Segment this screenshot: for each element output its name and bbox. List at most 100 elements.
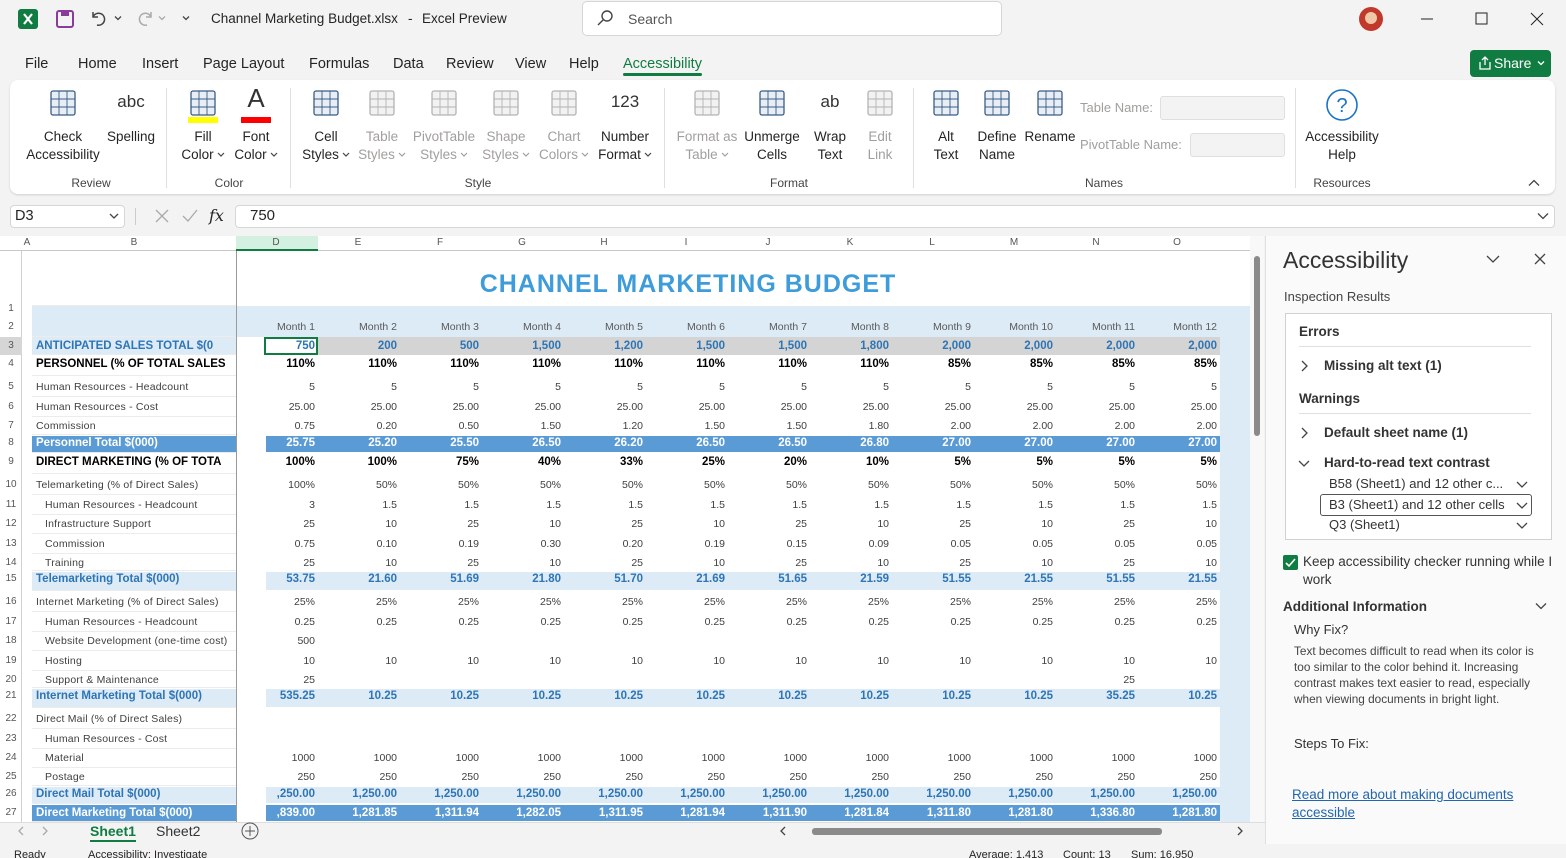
ribbon-button-text[interactable]: Number [600, 129, 649, 144]
ribbon-button-text[interactable]: Styles [358, 147, 395, 162]
ribbon-button-text[interactable]: Name [978, 147, 1015, 162]
menu-tab[interactable]: File [25, 56, 49, 72]
menu-tab[interactable]: Help [569, 56, 599, 72]
ribbon-button-text[interactable]: Alt [938, 129, 954, 144]
ribbon-button-label[interactable]: Styles [384, 145, 504, 165]
ribbon-button-text[interactable]: Define [977, 129, 1017, 144]
sheet-tab[interactable]: Sheet2 [156, 823, 201, 839]
ribbon-button-label[interactable]: PivotTable [384, 127, 504, 147]
ribbon-button-label[interactable]: Alt [886, 127, 1006, 147]
ribbon-button-text[interactable]: Cell [314, 129, 338, 144]
menu-tab[interactable]: Accessibility [623, 56, 702, 72]
search-box[interactable] [582, 1, 1002, 36]
ribbon-button-label[interactable]: Format [565, 145, 685, 165]
ribbon-button-label[interactable]: Unmerge [712, 127, 832, 147]
ribbon-button-label[interactable]: Styles [322, 145, 442, 165]
vertical-scrollbar[interactable] [1250, 236, 1264, 822]
issue-cell[interactable]: Q3 (Sheet1) [1329, 517, 1400, 532]
menu-tab[interactable]: Formulas [309, 56, 370, 72]
menu-tab[interactable]: Home [78, 56, 117, 72]
ribbon-button-label[interactable]: Cell [266, 127, 386, 147]
issue-item[interactable]: Missing alt text (1) [1324, 358, 1442, 373]
keep-running-label[interactable]: Keep accessibility checker running while… [1303, 554, 1553, 587]
ribbon-button-text[interactable]: Color [234, 147, 267, 162]
ribbon-button-text[interactable]: Check [43, 129, 83, 144]
ribbon-button-label[interactable]: Cells [712, 145, 832, 165]
search-placeholder[interactable]: Search [628, 11, 673, 27]
ribbon-button-label[interactable]: Number [565, 127, 685, 147]
ribbon-button-label[interactable]: Wrap [770, 127, 890, 147]
vertical-scroll-thumb[interactable] [1254, 256, 1260, 436]
name-box[interactable] [10, 205, 125, 228]
sheet-tab[interactable]: Sheet1 [90, 823, 136, 839]
help-link[interactable]: Read more about making documents accessi… [1292, 787, 1514, 820]
ribbon-button-label[interactable]: Name [937, 145, 1057, 165]
ribbon-button-label[interactable]: Color [196, 145, 316, 165]
ribbon-button-text[interactable]: Format [598, 147, 641, 162]
ribbon-button-label[interactable]: Chart [504, 127, 624, 147]
ribbon-button-text[interactable]: Fill [194, 129, 212, 144]
issue-cell[interactable]: B3 (Sheet1) and 12 other cells [1329, 496, 1505, 512]
formula-input[interactable] [235, 205, 1555, 228]
share-button[interactable] [1470, 50, 1551, 77]
ribbon-button-label[interactable]: Define [937, 127, 1057, 147]
ribbon-button-label[interactable]: Accessibility [1282, 127, 1402, 147]
ribbon-button-text[interactable]: Color [181, 147, 214, 162]
ribbon-button-label[interactable]: Link [820, 145, 940, 165]
ribbon-button-text[interactable]: PivotTable [412, 129, 476, 144]
ribbon-button-label[interactable]: Fill [143, 127, 263, 147]
ribbon-button-text[interactable]: Text [817, 147, 843, 162]
status-accessibility[interactable]: Accessibility: Investigate [88, 849, 208, 858]
ribbon-button-text[interactable]: Spelling [106, 129, 156, 144]
ribbon-button-text[interactable]: Accessibility [1305, 129, 1379, 144]
ribbon-button-text[interactable]: Styles [482, 147, 519, 162]
ribbon-button-text[interactable]: Unmerge [744, 129, 800, 144]
issue-cell[interactable]: B58 (Sheet1) and 12 other c... [1329, 476, 1504, 491]
ribbon-button-label[interactable]: Styles [266, 145, 386, 165]
function-label[interactable]: fx [209, 206, 224, 225]
ribbon-button-text[interactable]: Text [933, 147, 959, 162]
ribbon-button-label[interactable]: Edit [820, 127, 940, 147]
ribbon-button-text[interactable]: Format as [676, 129, 738, 144]
ribbon-button-text[interactable]: Rename [1024, 129, 1076, 144]
issue-item[interactable]: Hard-to-read text contrast [1324, 455, 1490, 470]
menu-tab[interactable]: Page Layout [203, 56, 285, 72]
ribbon-button-text[interactable]: Help [1328, 147, 1356, 162]
ribbon-button-label[interactable]: Color [143, 145, 263, 165]
ribbon-button-label[interactable]: Rename [990, 127, 1110, 147]
ribbon-button-text[interactable]: Wrap [813, 129, 846, 144]
ribbon-button-label[interactable]: Help [1282, 145, 1402, 165]
ribbon-button-label[interactable]: Text [770, 145, 890, 165]
ribbon-button-text[interactable]: Styles [420, 147, 457, 162]
ribbon-button-label[interactable]: Styles [446, 145, 566, 165]
horizontal-scroll-thumb[interactable] [812, 828, 1162, 835]
menu-tab[interactable]: Insert [142, 56, 179, 72]
ribbon-button-text[interactable]: Styles [302, 147, 339, 162]
ribbon-button-text[interactable]: Accessibility [26, 147, 100, 162]
menu-tab[interactable]: Review [446, 56, 494, 72]
ribbon-button-label[interactable]: Text [886, 145, 1006, 165]
share-label[interactable]: Share [1494, 55, 1532, 71]
ribbon-button-text[interactable]: Chart [547, 129, 581, 144]
ribbon-button-label[interactable]: Check [3, 127, 123, 147]
ribbon-button-label[interactable]: Format as [647, 127, 767, 147]
menu-tab[interactable]: Data [393, 56, 424, 72]
issue-item[interactable]: Default sheet name (1) [1324, 425, 1469, 440]
ribbon-button-text[interactable]: Shape [486, 129, 526, 144]
ribbon-button-text[interactable]: Edit [868, 129, 892, 144]
ribbon-button-label[interactable]: Shape [446, 127, 566, 147]
ribbon-button-text[interactable]: Table [685, 147, 718, 162]
ribbon-button-label[interactable]: Colors [504, 145, 624, 165]
ribbon-button-label[interactable]: Spelling [71, 127, 191, 147]
name-box-value[interactable]: D3 [15, 208, 34, 224]
ribbon-button-label[interactable]: Table [322, 127, 442, 147]
ribbon-button-label[interactable]: Accessibility [3, 145, 123, 165]
ribbon-button-text[interactable]: Link [867, 147, 893, 162]
menu-tab[interactable]: View [515, 56, 547, 72]
ribbon-button-text[interactable]: Font [242, 129, 270, 144]
ribbon-button-label[interactable]: Table [647, 145, 767, 165]
ribbon-button-label[interactable]: Font [196, 127, 316, 147]
ribbon-button-text[interactable]: Table [365, 129, 399, 144]
ribbon-button-text[interactable]: Cells [756, 147, 787, 162]
ribbon-button-text[interactable]: Colors [538, 147, 578, 162]
